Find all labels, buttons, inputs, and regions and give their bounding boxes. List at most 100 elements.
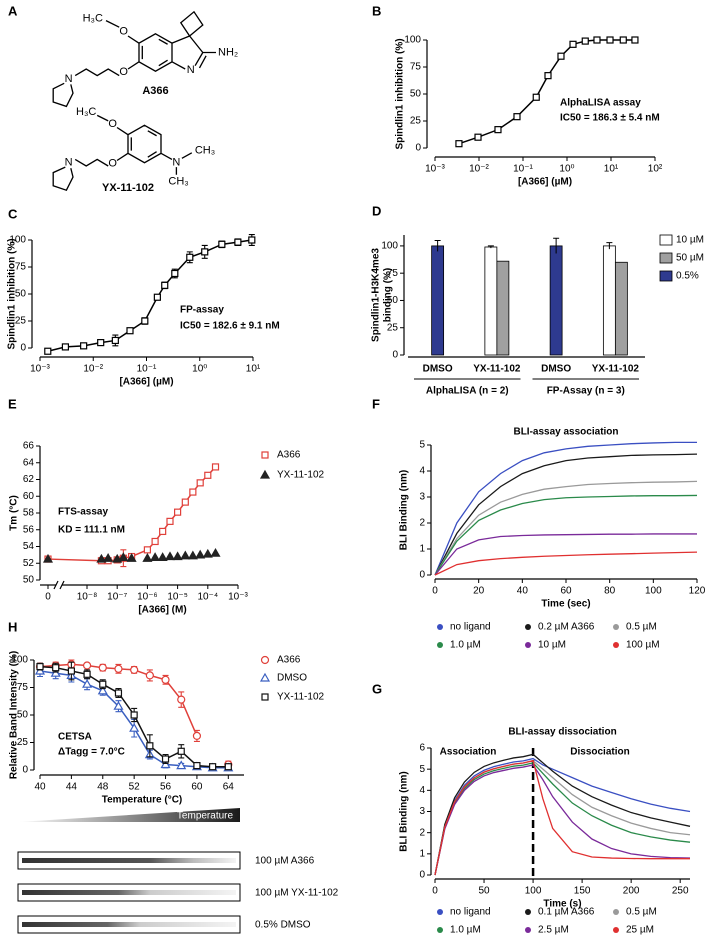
y-tick-label: 75: [387, 268, 399, 279]
x-tick-label: 10⁻¹: [137, 364, 157, 375]
data-point: [569, 40, 577, 48]
y-axis-label: BLI Binding (nm): [399, 470, 410, 551]
data-point: [209, 763, 217, 771]
x-tick-label: 150: [574, 886, 591, 897]
data-point: [61, 343, 70, 351]
y-tick-label: 5: [419, 764, 425, 775]
series-line: [434, 762, 691, 876]
legend-swatch: [659, 234, 673, 246]
x-tick-label: DMSO: [541, 364, 571, 375]
y-tick-label: 100: [9, 235, 26, 246]
data-point: [153, 293, 161, 301]
legend-marker: [261, 693, 269, 701]
annotation: Association: [440, 747, 497, 758]
data-point: [202, 548, 213, 558]
x-tick-label: 10²: [648, 164, 663, 175]
y-tick-label: 0: [419, 870, 425, 881]
y-tick-label: 100: [404, 35, 421, 46]
x-tick-label: 120: [689, 586, 706, 597]
y-tick-label: 4: [419, 466, 425, 477]
panel-label: C: [8, 206, 18, 221]
y-axis-label: Spindlin1 inhibition (%): [395, 38, 406, 149]
data-point: [557, 52, 565, 60]
legend-label: 10 µM: [676, 235, 704, 246]
y-tick-label: 3: [419, 806, 425, 817]
data-point: [80, 342, 88, 350]
panel-label: G: [372, 681, 382, 696]
atom-label: H₃C: [76, 106, 96, 118]
atom-label: CH₃: [195, 145, 215, 157]
y-tick-label: 25: [15, 316, 27, 327]
legend-label: 0.5 µM: [626, 907, 657, 918]
x-tick-label: 200: [623, 886, 640, 897]
data-point: [44, 347, 52, 355]
legend-swatch: [659, 270, 673, 282]
data-point: [174, 508, 182, 516]
bar: [549, 245, 563, 356]
y-tick-label: 0: [20, 343, 26, 354]
data-point: [187, 550, 198, 560]
y-tick-label: 1: [419, 544, 425, 555]
data-point: [142, 553, 153, 562]
lane-label: 100 µM YX-11-102: [255, 888, 339, 899]
panel-label: D: [372, 203, 381, 218]
blot-band: [22, 890, 236, 895]
error-bar: [606, 242, 613, 250]
group-label: AlphaLISA (n = 2): [426, 386, 509, 397]
y-tick-label: 3: [419, 492, 425, 503]
compound-name: YX-11-102: [102, 182, 154, 194]
axis-break: [53, 580, 59, 590]
annotation: FP-assay: [180, 305, 224, 316]
temperature-gradient: [18, 808, 240, 822]
bar: [484, 246, 498, 356]
y-tick-label: 0: [22, 765, 28, 776]
y-tick-label: 58: [23, 508, 35, 519]
y-tick-label: 100: [381, 241, 398, 252]
legend-marker: [259, 469, 271, 479]
panel-label: B: [372, 3, 381, 18]
legend-label: A366: [277, 450, 301, 461]
atom-label: H₃C: [83, 12, 103, 24]
x-tick-label: 52: [129, 782, 141, 793]
y-tick-label: 25: [387, 322, 399, 333]
legend-label: 50 µM: [676, 253, 704, 264]
data-point: [143, 546, 151, 554]
y-tick-label: 75: [15, 262, 27, 273]
x-axis-label: Time (sec): [541, 599, 590, 610]
bar: [431, 245, 445, 356]
series-line: [434, 764, 691, 876]
x-tick-label: 0: [45, 592, 51, 603]
x-tick-label: 10⁻⁵: [167, 592, 188, 603]
data-point: [189, 488, 197, 496]
legend-label: YX-11-102: [277, 692, 325, 703]
atom-label: O: [119, 66, 128, 78]
data-point: [96, 553, 107, 563]
data-point: [218, 240, 226, 248]
data-point: [177, 747, 185, 755]
legend-label: DMSO: [277, 673, 307, 684]
data-point: [166, 517, 174, 525]
bar: [602, 245, 616, 356]
y-axis-label: Spindlin1-H3K4me3: [371, 248, 382, 342]
y-tick-label: 1: [419, 848, 425, 859]
data-point: [97, 339, 105, 347]
data-point: [631, 36, 639, 44]
y-tick-label: 0: [415, 143, 421, 154]
y-axis-label: BLI Binding (nm): [399, 771, 410, 852]
legend-marker: [613, 927, 619, 933]
series-line: [47, 466, 217, 562]
y-tick-label: 75: [17, 682, 29, 693]
data-point: [82, 678, 93, 688]
panel-label: A: [8, 3, 18, 18]
error-bar: [434, 239, 441, 252]
data-point: [196, 479, 204, 487]
y-tick-label: 2: [419, 518, 425, 529]
series-line: [434, 453, 698, 576]
data-point: [52, 664, 60, 672]
blot-band: [22, 922, 236, 927]
x-tick-label: 60: [560, 586, 572, 597]
lane-label: 100 µM A366: [255, 856, 315, 867]
x-tick-label: 10¹: [604, 164, 619, 175]
x-tick-label: 56: [160, 782, 172, 793]
legend-marker: [525, 927, 531, 933]
